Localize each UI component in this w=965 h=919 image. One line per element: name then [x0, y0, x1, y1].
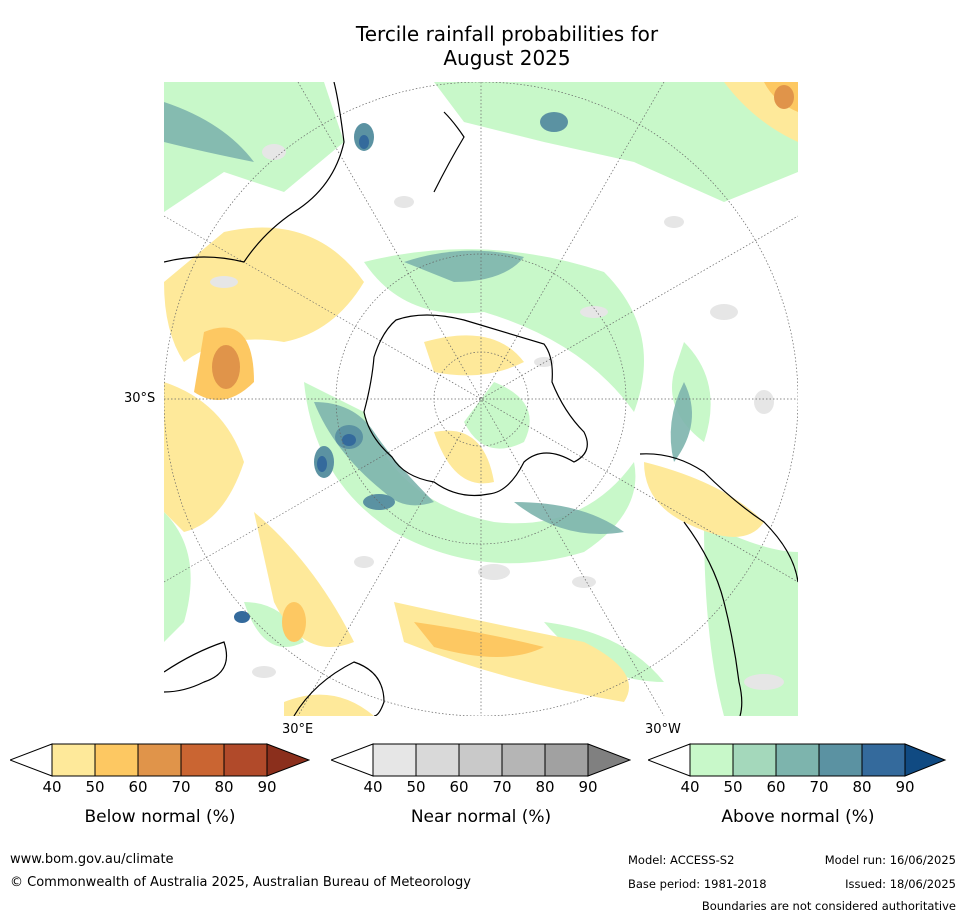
below-extend-high: [267, 744, 309, 776]
australia-coast: [164, 82, 345, 263]
near-normal-label: Near normal (%): [410, 807, 552, 827]
below-swatch-70: [181, 744, 224, 776]
below-normal-label: Below normal (%): [84, 807, 236, 827]
below-swatch-40: [52, 744, 95, 776]
near-swatch-40: [373, 744, 416, 776]
south-america-coast: [639, 453, 798, 583]
copyright-text: © Commonwealth of Australia 2025, Austra…: [10, 875, 471, 890]
near-tick: 70: [492, 778, 512, 796]
antarctica-coast: [363, 314, 588, 497]
above-swatch-50: [733, 744, 776, 776]
near-extend-high: [588, 744, 630, 776]
below-tick: 70: [171, 778, 191, 796]
colorbar-above-normal: 40 50 60 70 80 90: [648, 742, 948, 800]
above-ticks: 40 50 60 70 80 90: [648, 778, 948, 800]
chart-title: Tercile rainfall probabilities for Augus…: [0, 22, 965, 70]
below-extend-low: [10, 743, 53, 777]
below-tick: 50: [85, 778, 105, 796]
above-normal-label: Above normal (%): [721, 807, 875, 827]
near-swatch-80: [545, 744, 588, 776]
model-name: Model: ACCESS-S2: [628, 853, 735, 867]
below-normal-60-70: [212, 85, 794, 389]
colorbar-below-normal: 40 50 60 70 80 90: [10, 742, 310, 800]
near-swatch-50: [416, 744, 459, 776]
model-run-date: Model run: 16/06/2025: [824, 853, 956, 867]
below-swatch-60: [138, 744, 181, 776]
above-swatch-40: [690, 744, 733, 776]
issued-date: Issued: 18/06/2025: [845, 877, 956, 891]
new-zealand-coast: [433, 111, 465, 193]
below-tick: 80: [214, 778, 234, 796]
near-tick: 50: [406, 778, 426, 796]
above-tick: 80: [852, 778, 872, 796]
colorbar-above-swatches: [648, 743, 947, 777]
colorbar-below-swatches: [10, 743, 310, 777]
below-swatch-80: [224, 744, 267, 776]
near-swatch-70: [502, 744, 545, 776]
above-swatch-80: [862, 744, 905, 776]
above-tick: 90: [895, 778, 915, 796]
above-tick: 40: [680, 778, 700, 796]
boundaries-disclaimer: Boundaries are not considered authoritat…: [701, 899, 956, 913]
above-extend-high: [905, 744, 945, 776]
longitude-label-30e: 30°E: [282, 722, 314, 737]
below-ticks: 40 50 60 70 80 90: [10, 778, 310, 800]
near-tick: 60: [449, 778, 469, 796]
above-swatch-70: [819, 744, 862, 776]
coastlines: [164, 82, 798, 716]
near-extend-low: [331, 743, 374, 777]
south-america-east: [683, 521, 743, 716]
title-line-1: Tercile rainfall probabilities for: [355, 22, 659, 46]
longitude-label-30w: 30°W: [645, 722, 681, 737]
above-swatch-60: [776, 744, 819, 776]
above-normal-regions: [164, 82, 798, 716]
latitude-label-30s: 30°S: [124, 391, 156, 406]
above-extend-low: [648, 743, 691, 777]
polar-map[interactable]: [164, 82, 798, 716]
near-tick: 80: [535, 778, 555, 796]
graticule: [164, 82, 798, 716]
near-tick: 90: [578, 778, 598, 796]
near-tick: 40: [363, 778, 383, 796]
near-normal-regions: [210, 144, 784, 690]
below-tick: 40: [42, 778, 62, 796]
above-tick: 60: [766, 778, 786, 796]
below-tick: 90: [257, 778, 277, 796]
africa-south: [293, 661, 385, 716]
website-link[interactable]: www.bom.gov.au/climate: [10, 852, 174, 867]
below-swatch-50: [95, 744, 138, 776]
africa-coast: [164, 641, 228, 693]
near-swatch-60: [459, 744, 502, 776]
title-line-2: August 2025: [443, 46, 571, 70]
above-tick: 50: [723, 778, 743, 796]
colorbar-near-swatches: [331, 743, 631, 777]
map-canvas: [164, 82, 798, 716]
below-tick: 60: [128, 778, 148, 796]
near-ticks: 40 50 60 70 80 90: [331, 778, 631, 800]
base-period: Base period: 1981-2018: [628, 877, 767, 891]
colorbar-near-normal: 40 50 60 70 80 90: [331, 742, 631, 800]
above-tick: 70: [809, 778, 829, 796]
